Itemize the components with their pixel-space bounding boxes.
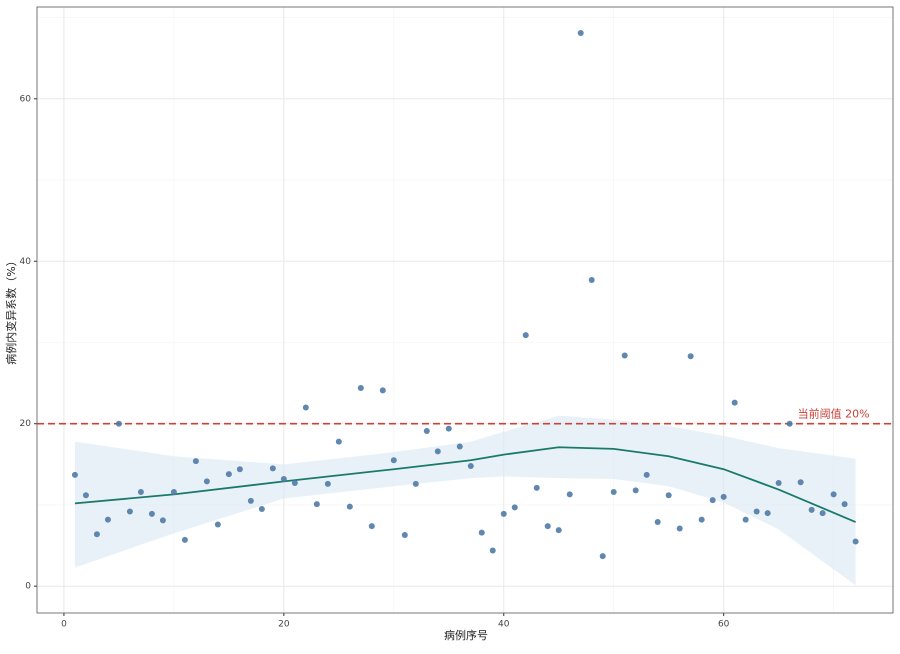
point xyxy=(753,508,760,515)
point xyxy=(786,420,793,427)
point xyxy=(401,532,408,539)
point xyxy=(71,471,78,478)
point xyxy=(588,276,595,283)
point xyxy=(566,491,573,498)
point xyxy=(115,420,122,427)
point xyxy=(291,480,298,487)
point xyxy=(632,487,639,494)
point xyxy=(434,448,441,455)
y-tick-label: 40 xyxy=(20,257,32,267)
point xyxy=(643,471,650,478)
point xyxy=(280,475,287,482)
point xyxy=(852,538,859,545)
x-tick-label: 0 xyxy=(61,620,67,630)
point xyxy=(368,523,375,530)
point xyxy=(478,529,485,536)
point xyxy=(203,478,210,485)
x-tick-label: 60 xyxy=(718,620,730,630)
point xyxy=(126,508,133,515)
point xyxy=(379,387,386,394)
point xyxy=(423,428,430,435)
point xyxy=(236,466,243,473)
point xyxy=(610,488,617,495)
point xyxy=(225,471,232,478)
point xyxy=(687,353,694,360)
y-axis-label: 病例内变异系数（%） xyxy=(4,255,18,364)
point xyxy=(346,503,353,510)
point xyxy=(764,510,771,517)
point xyxy=(676,525,683,532)
point xyxy=(742,516,749,523)
point xyxy=(137,488,144,495)
point xyxy=(511,504,518,511)
point xyxy=(808,506,815,513)
point xyxy=(500,510,507,517)
point xyxy=(170,488,177,495)
point xyxy=(599,553,606,560)
point xyxy=(269,465,276,472)
smooth-line xyxy=(74,446,856,523)
point xyxy=(302,404,309,411)
point xyxy=(412,480,419,487)
point xyxy=(357,384,364,391)
point xyxy=(313,501,320,508)
point xyxy=(522,332,529,339)
point xyxy=(214,521,221,528)
plot-border xyxy=(36,6,894,614)
point xyxy=(82,492,89,499)
threshold-label: 当前阈值 20% xyxy=(798,407,870,421)
point xyxy=(654,519,661,526)
point xyxy=(159,517,166,524)
point xyxy=(621,352,628,359)
y-tick-label: 20 xyxy=(20,419,32,429)
point xyxy=(819,510,826,517)
x-tick-label: 40 xyxy=(498,620,510,630)
y-tick-label: 0 xyxy=(25,582,31,592)
point xyxy=(709,497,716,504)
point xyxy=(841,501,848,508)
point xyxy=(192,458,199,465)
point xyxy=(577,29,584,36)
point xyxy=(830,491,837,498)
y-tick-label: 60 xyxy=(20,94,32,104)
point xyxy=(720,493,727,500)
point xyxy=(489,547,496,554)
point xyxy=(555,527,562,534)
point xyxy=(93,531,100,538)
point xyxy=(390,457,397,464)
point xyxy=(258,506,265,513)
point xyxy=(148,510,155,517)
confidence-band xyxy=(74,415,856,586)
point xyxy=(104,516,111,523)
point xyxy=(544,523,551,530)
point xyxy=(456,443,463,450)
x-tick-label: 20 xyxy=(278,620,290,630)
point xyxy=(797,479,804,486)
point xyxy=(247,497,254,504)
point xyxy=(335,438,342,445)
point xyxy=(467,462,474,469)
point xyxy=(181,536,188,543)
point xyxy=(533,484,540,491)
point xyxy=(445,425,452,432)
point xyxy=(665,492,672,499)
point xyxy=(698,516,705,523)
point xyxy=(731,399,738,406)
x-axis-label: 病例序号 xyxy=(444,628,488,642)
point xyxy=(324,480,331,487)
point xyxy=(775,480,782,487)
